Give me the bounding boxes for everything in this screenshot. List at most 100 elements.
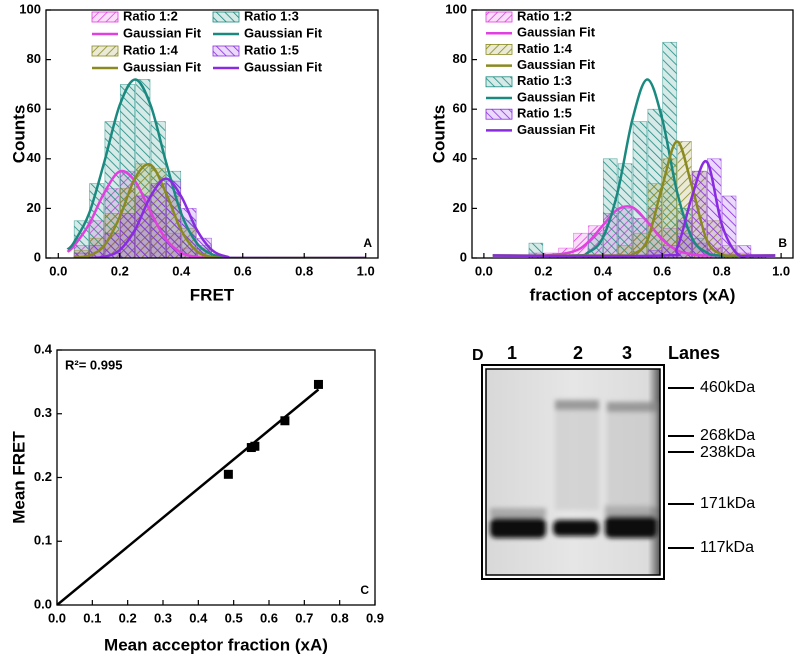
y-axis-label: Mean FRET (9, 431, 28, 524)
x-tick-label: 0.2 (119, 610, 137, 625)
x-axis-label: fraction of acceptors (xA) (530, 285, 736, 304)
legend-label: Ratio 1:2 (517, 8, 572, 23)
x-axis-label: FRET (190, 285, 235, 304)
x-tick-label: 0.6 (260, 610, 278, 625)
bar (150, 183, 166, 258)
x-axis-label: Mean acceptor fraction (xA) (104, 635, 328, 654)
lanes-title: Lanes (668, 343, 720, 363)
x-tick-label: 0.6 (653, 263, 671, 278)
legend-label: Ratio 1:4 (517, 41, 573, 56)
fit-curve (66, 169, 366, 258)
gel-frame (481, 364, 665, 580)
marker-label: 171kDa (700, 495, 755, 512)
y-tick-label: 0 (34, 249, 41, 264)
x-tick-label: 0.7 (295, 610, 313, 625)
legend-swatch (212, 11, 240, 23)
x-tick-label: 1.0 (772, 263, 790, 278)
lane-label: 2 (573, 343, 583, 363)
y-axis-label: Counts (429, 105, 448, 164)
legend-swatch (485, 108, 513, 120)
legend-swatch (91, 45, 119, 57)
legend-label: Gaussian Fit (244, 25, 323, 40)
y-tick-label: 80 (453, 51, 467, 66)
y-tick-label: 0.3 (34, 405, 52, 420)
x-tick-label: 0.4 (172, 263, 191, 278)
legend-label: Gaussian Fit (517, 89, 596, 104)
axes-frame (471, 9, 794, 259)
x-tick-label: 0.8 (713, 263, 731, 278)
gel-bands (490, 400, 657, 538)
marker-label: 268kDa (700, 427, 755, 444)
x-tick-label: 0.1 (83, 610, 101, 625)
y-tick-label: 40 (453, 150, 467, 165)
lane-label: 1 (507, 343, 517, 363)
y-tick-label: 60 (453, 101, 467, 116)
data-point (280, 416, 290, 426)
legend-label: Gaussian Fit (123, 25, 202, 40)
r-squared: R²= 0.995 (65, 357, 122, 372)
legend-label: Gaussian Fit (244, 59, 323, 74)
x-tick-label: 0.0 (48, 610, 66, 625)
bar (588, 232, 603, 258)
bar (707, 158, 722, 258)
x-tick-label: 0.3 (154, 610, 172, 625)
fit-curve (492, 160, 776, 258)
y-tick-label: 100 (19, 1, 41, 16)
axes-frame (45, 9, 379, 259)
marker-label: 117kDa (700, 539, 754, 556)
data-point (313, 379, 323, 389)
legend-label: Ratio 1:3 (244, 8, 299, 23)
y-tick-label: 0.1 (34, 533, 52, 548)
x-tick-label: 1.0 (357, 263, 375, 278)
y-tick-label: 0.2 (34, 469, 52, 484)
gel-panel: D 1 2 3 Lanes 460kDa 268kDa 238kDa 171kD… (472, 343, 755, 580)
y-tick-label: 0.4 (34, 341, 53, 356)
y-tick-label: 100 (445, 1, 467, 16)
fit-curve (73, 163, 366, 258)
legend-swatch (485, 11, 513, 23)
data-point (250, 441, 260, 451)
legend-swatch (485, 76, 513, 88)
x-tick-label: 0.4 (189, 610, 208, 625)
legend-label: Ratio 1:2 (123, 8, 178, 23)
x-tick-label: 0.4 (594, 263, 613, 278)
y-tick-label: 80 (27, 51, 41, 66)
x-tick-label: 0.2 (111, 263, 129, 278)
legend-swatch (485, 44, 513, 55)
legend-label: Ratio 1:5 (244, 42, 299, 57)
plot-area (492, 41, 776, 258)
marker-label: 460kDa (700, 379, 755, 396)
data-point (223, 469, 233, 479)
marker-label: 238kDa (700, 444, 755, 461)
fit-line (57, 388, 320, 605)
panel-label: D (472, 347, 484, 364)
y-tick-label: 40 (27, 150, 41, 165)
legend-label: Gaussian Fit (123, 59, 202, 74)
panel-label: B (778, 236, 787, 250)
y-tick-label: 20 (27, 200, 41, 215)
x-tick-label: 0.9 (366, 610, 384, 625)
legend-label: Ratio 1:5 (517, 106, 572, 121)
legend-label: Gaussian Fit (517, 57, 596, 72)
x-tick-label: 0.5 (225, 610, 243, 625)
bar (602, 158, 618, 258)
legend-label: Gaussian Fit (517, 122, 596, 137)
lane-label: 3 (622, 343, 632, 363)
panel-label: A (363, 236, 372, 250)
legend-swatch (212, 45, 240, 57)
legend-label: Ratio 1:3 (517, 73, 572, 88)
panel-label: C (360, 583, 369, 597)
legend-label: Ratio 1:4 (123, 42, 179, 57)
y-tick-label: 20 (453, 200, 467, 215)
x-tick-label: 0.8 (331, 610, 349, 625)
y-tick-label: 0.0 (34, 596, 52, 611)
y-tick-label: 0 (460, 249, 467, 264)
x-tick-label: 0.0 (49, 263, 67, 278)
legend-label: Gaussian Fit (517, 25, 596, 40)
fit-curve (492, 205, 776, 258)
plot-area (66, 78, 366, 258)
fit-curve (492, 78, 776, 257)
y-axis-label: Counts (9, 105, 28, 164)
plot-area (57, 388, 320, 605)
